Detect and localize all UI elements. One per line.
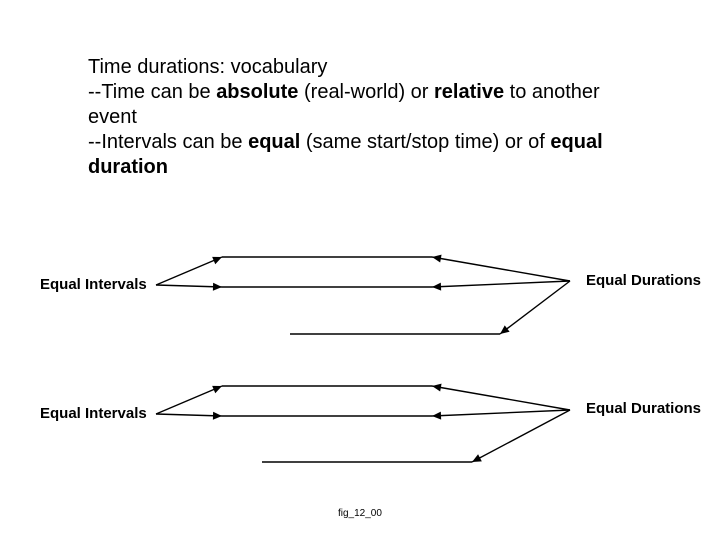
equal-durations-label: Equal Durations bbox=[586, 400, 701, 417]
equal-intervals-label: Equal Intervals bbox=[40, 276, 147, 293]
figure-id-label: fig_12_00 bbox=[338, 508, 382, 519]
equal-durations-label: Equal Durations bbox=[586, 272, 701, 289]
interval-diagram bbox=[0, 0, 720, 540]
equal-intervals-label: Equal Intervals bbox=[40, 405, 147, 422]
